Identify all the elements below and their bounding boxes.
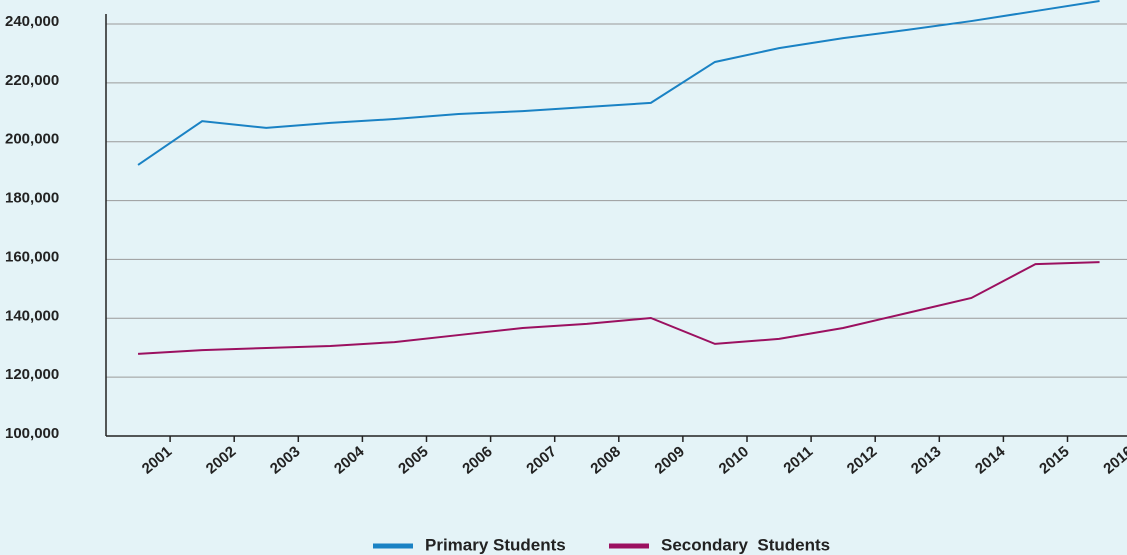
y-tick-label: 100,000 bbox=[5, 425, 59, 442]
x-tick-label: 2009 bbox=[652, 443, 688, 477]
x-tick-label: 2005 bbox=[395, 443, 431, 477]
x-tick-label: 2015 bbox=[1036, 443, 1072, 477]
x-tick-label: 2016 bbox=[1100, 443, 1127, 477]
y-tick-label: 180,000 bbox=[5, 190, 59, 207]
y-tick-label: 140,000 bbox=[5, 307, 59, 324]
y-tick-label: 120,000 bbox=[5, 366, 59, 383]
x-tick-label: 2006 bbox=[459, 443, 495, 477]
x-tick-label: 2003 bbox=[267, 443, 303, 477]
y-tick-label: 160,000 bbox=[5, 248, 59, 265]
x-tick-label: 2001 bbox=[139, 443, 175, 477]
series-line bbox=[137, 0, 1100, 166]
legend-label: Primary Students bbox=[425, 535, 566, 554]
y-tick-label: 240,000 bbox=[5, 13, 59, 30]
x-tick-label: 2010 bbox=[716, 443, 752, 477]
x-tick-label: 2013 bbox=[908, 443, 944, 477]
series-line bbox=[137, 261, 1100, 355]
x-tick-label: 2011 bbox=[780, 443, 816, 477]
y-tick-label: 220,000 bbox=[5, 72, 59, 89]
x-tick-label: 2002 bbox=[203, 443, 239, 477]
x-tick-label: 2014 bbox=[972, 443, 1009, 478]
x-tick-label: 2012 bbox=[844, 443, 880, 477]
y-tick-label: 200,000 bbox=[5, 131, 59, 148]
x-tick-label: 2004 bbox=[331, 443, 368, 478]
x-tick-label: 2008 bbox=[587, 443, 623, 477]
legend-label: Secondary Students bbox=[661, 535, 830, 554]
x-tick-label: 2007 bbox=[523, 443, 559, 477]
